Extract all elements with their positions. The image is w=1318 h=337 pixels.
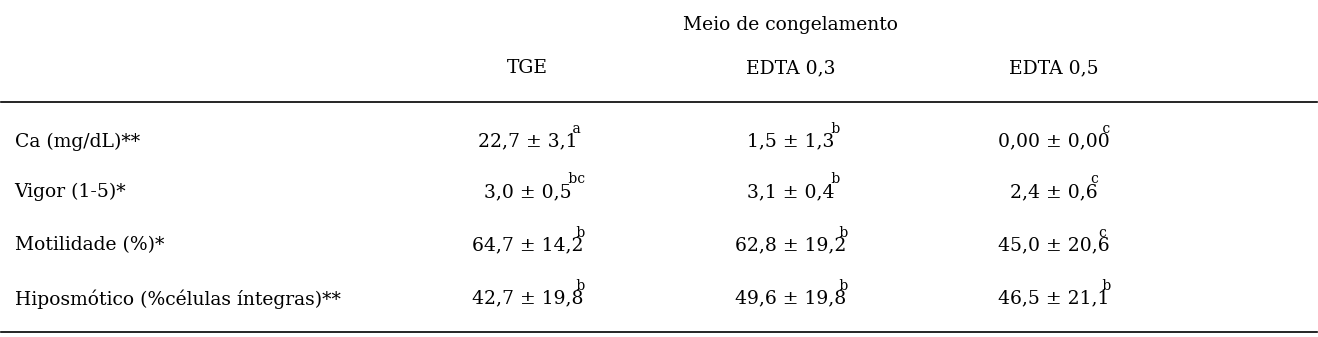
Text: 49,6 ± 19,8: 49,6 ± 19,8 <box>735 290 846 308</box>
Text: 45,0 ± 20,6: 45,0 ± 20,6 <box>998 236 1110 254</box>
Text: 42,7 ± 19,8: 42,7 ± 19,8 <box>472 290 584 308</box>
Text: 0,00 ± 0,00: 0,00 ± 0,00 <box>998 133 1110 151</box>
Text: b: b <box>828 172 841 186</box>
Text: b: b <box>572 226 585 240</box>
Text: 2,4 ± 0,6: 2,4 ± 0,6 <box>1010 183 1098 201</box>
Text: c: c <box>1090 172 1098 186</box>
Text: TGE: TGE <box>507 59 548 77</box>
Text: bc: bc <box>564 172 585 186</box>
Text: b: b <box>836 226 849 240</box>
Text: Motilidade (%)*: Motilidade (%)* <box>14 236 163 254</box>
Text: 62,8 ± 19,2: 62,8 ± 19,2 <box>735 236 846 254</box>
Text: b: b <box>572 279 585 293</box>
Text: 64,7 ± 14,2: 64,7 ± 14,2 <box>472 236 584 254</box>
Text: c: c <box>1098 226 1106 240</box>
Text: a: a <box>568 122 581 136</box>
Text: Ca (mg/dL)**: Ca (mg/dL)** <box>14 133 140 151</box>
Text: 3,0 ± 0,5: 3,0 ± 0,5 <box>484 183 571 201</box>
Text: b: b <box>836 279 849 293</box>
Text: Meio de congelamento: Meio de congelamento <box>683 16 898 34</box>
Text: 46,5 ± 21,1: 46,5 ± 21,1 <box>998 290 1110 308</box>
Text: 3,1 ± 0,4: 3,1 ± 0,4 <box>747 183 834 201</box>
Text: b: b <box>828 122 841 136</box>
Text: EDTA 0,5: EDTA 0,5 <box>1008 59 1098 77</box>
Text: b: b <box>1098 279 1111 293</box>
Text: EDTA 0,3: EDTA 0,3 <box>746 59 836 77</box>
Text: 22,7 ± 3,1: 22,7 ± 3,1 <box>477 133 577 151</box>
Text: Vigor (1-5)*: Vigor (1-5)* <box>14 183 127 201</box>
Text: 1,5 ± 1,3: 1,5 ± 1,3 <box>747 133 834 151</box>
Text: Hiposmótico (%células íntegras)**: Hiposmótico (%células íntegras)** <box>14 289 340 309</box>
Text: c: c <box>1098 122 1110 136</box>
